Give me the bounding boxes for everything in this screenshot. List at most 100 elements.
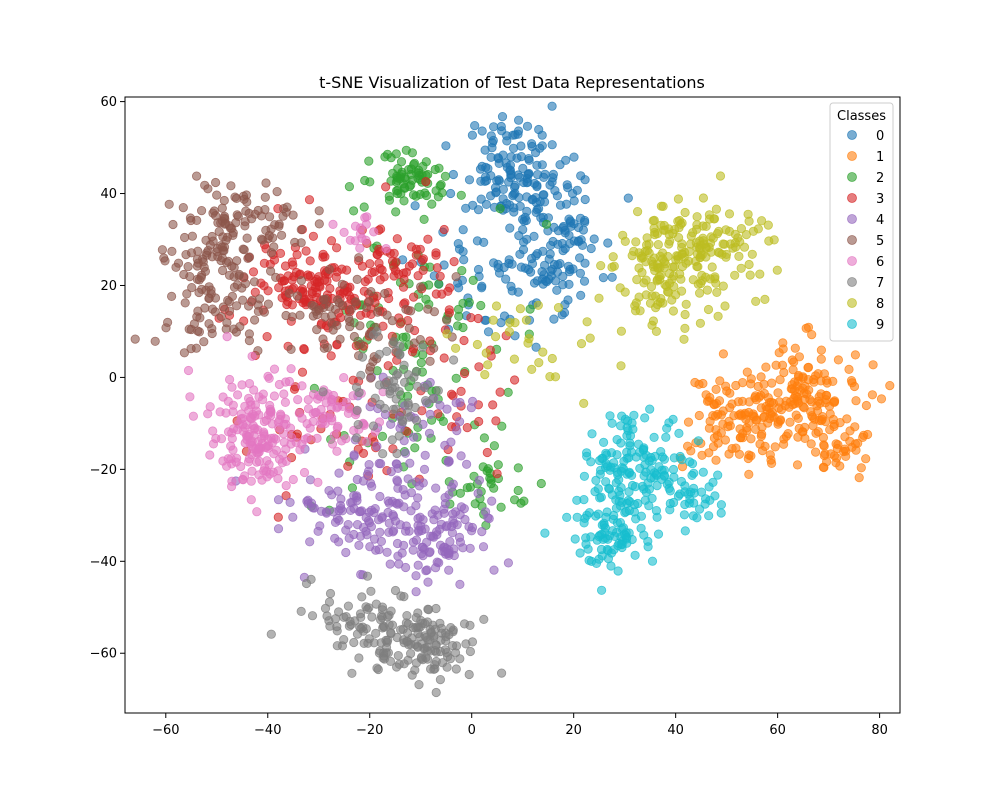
point <box>832 443 843 454</box>
point <box>431 647 441 657</box>
legend-entry-7: 7 <box>847 276 884 291</box>
point <box>287 312 297 322</box>
point <box>229 324 239 334</box>
point <box>273 512 283 522</box>
point <box>557 238 567 249</box>
point <box>835 461 845 471</box>
point <box>296 606 306 617</box>
point <box>318 294 329 304</box>
point <box>314 206 324 216</box>
point <box>391 149 401 159</box>
point <box>646 473 656 483</box>
point <box>473 488 483 498</box>
x-tick-label: 80 <box>871 723 888 738</box>
point <box>279 389 289 399</box>
point <box>572 495 582 505</box>
y-tick-label: −60 <box>90 647 117 662</box>
point <box>613 566 623 576</box>
point <box>362 604 372 615</box>
point <box>337 279 347 289</box>
point <box>514 231 524 241</box>
point <box>398 484 408 495</box>
point <box>201 285 211 295</box>
point <box>375 491 385 502</box>
point <box>183 365 194 376</box>
point <box>431 186 441 196</box>
point <box>639 452 649 462</box>
point <box>720 301 730 311</box>
point <box>718 349 729 359</box>
point <box>618 230 628 240</box>
point <box>447 482 457 492</box>
point <box>248 421 258 431</box>
point <box>273 495 284 505</box>
legend-marker <box>847 214 857 224</box>
point <box>537 141 547 151</box>
point <box>564 230 574 240</box>
point <box>712 229 723 239</box>
point <box>384 518 394 528</box>
point <box>168 219 178 230</box>
y-tick-label: 20 <box>100 279 117 294</box>
point <box>373 664 383 675</box>
point <box>391 345 401 355</box>
point <box>159 253 169 263</box>
point <box>716 500 727 510</box>
point <box>607 490 617 500</box>
point <box>683 417 694 427</box>
point <box>247 351 257 361</box>
point <box>303 404 314 414</box>
point <box>548 173 558 183</box>
point <box>713 470 723 480</box>
point <box>575 548 585 558</box>
point <box>581 448 592 458</box>
point <box>753 381 763 392</box>
point <box>705 416 715 426</box>
point <box>266 629 276 639</box>
point <box>509 354 520 364</box>
point <box>474 475 484 485</box>
point <box>228 400 238 410</box>
point <box>226 181 236 191</box>
point <box>438 416 448 426</box>
point <box>436 180 446 190</box>
point <box>586 532 596 542</box>
point <box>474 362 484 372</box>
point <box>442 329 452 339</box>
point <box>669 262 680 272</box>
point <box>711 398 722 409</box>
point <box>260 192 270 202</box>
point <box>179 348 189 358</box>
point <box>451 373 461 383</box>
point <box>352 474 362 485</box>
point <box>259 416 269 427</box>
point <box>508 143 519 153</box>
point <box>644 484 655 494</box>
point <box>512 153 522 163</box>
point <box>365 366 375 376</box>
point <box>477 126 487 136</box>
point <box>217 203 227 213</box>
point <box>366 286 376 297</box>
point <box>673 491 684 501</box>
point <box>704 511 714 521</box>
point <box>272 187 282 197</box>
legend-marker <box>847 235 857 245</box>
point <box>630 550 640 560</box>
point <box>251 444 261 454</box>
point <box>374 648 384 658</box>
y-tick-label: −40 <box>90 555 117 570</box>
point <box>350 221 361 231</box>
point <box>468 275 478 285</box>
point <box>692 249 703 259</box>
point <box>372 441 382 451</box>
series-0-points <box>397 101 633 352</box>
point <box>590 486 600 497</box>
point <box>455 654 465 664</box>
point <box>455 579 465 590</box>
point <box>343 601 353 611</box>
point <box>483 360 493 370</box>
point <box>352 274 362 284</box>
point <box>364 459 374 470</box>
point <box>284 376 294 387</box>
